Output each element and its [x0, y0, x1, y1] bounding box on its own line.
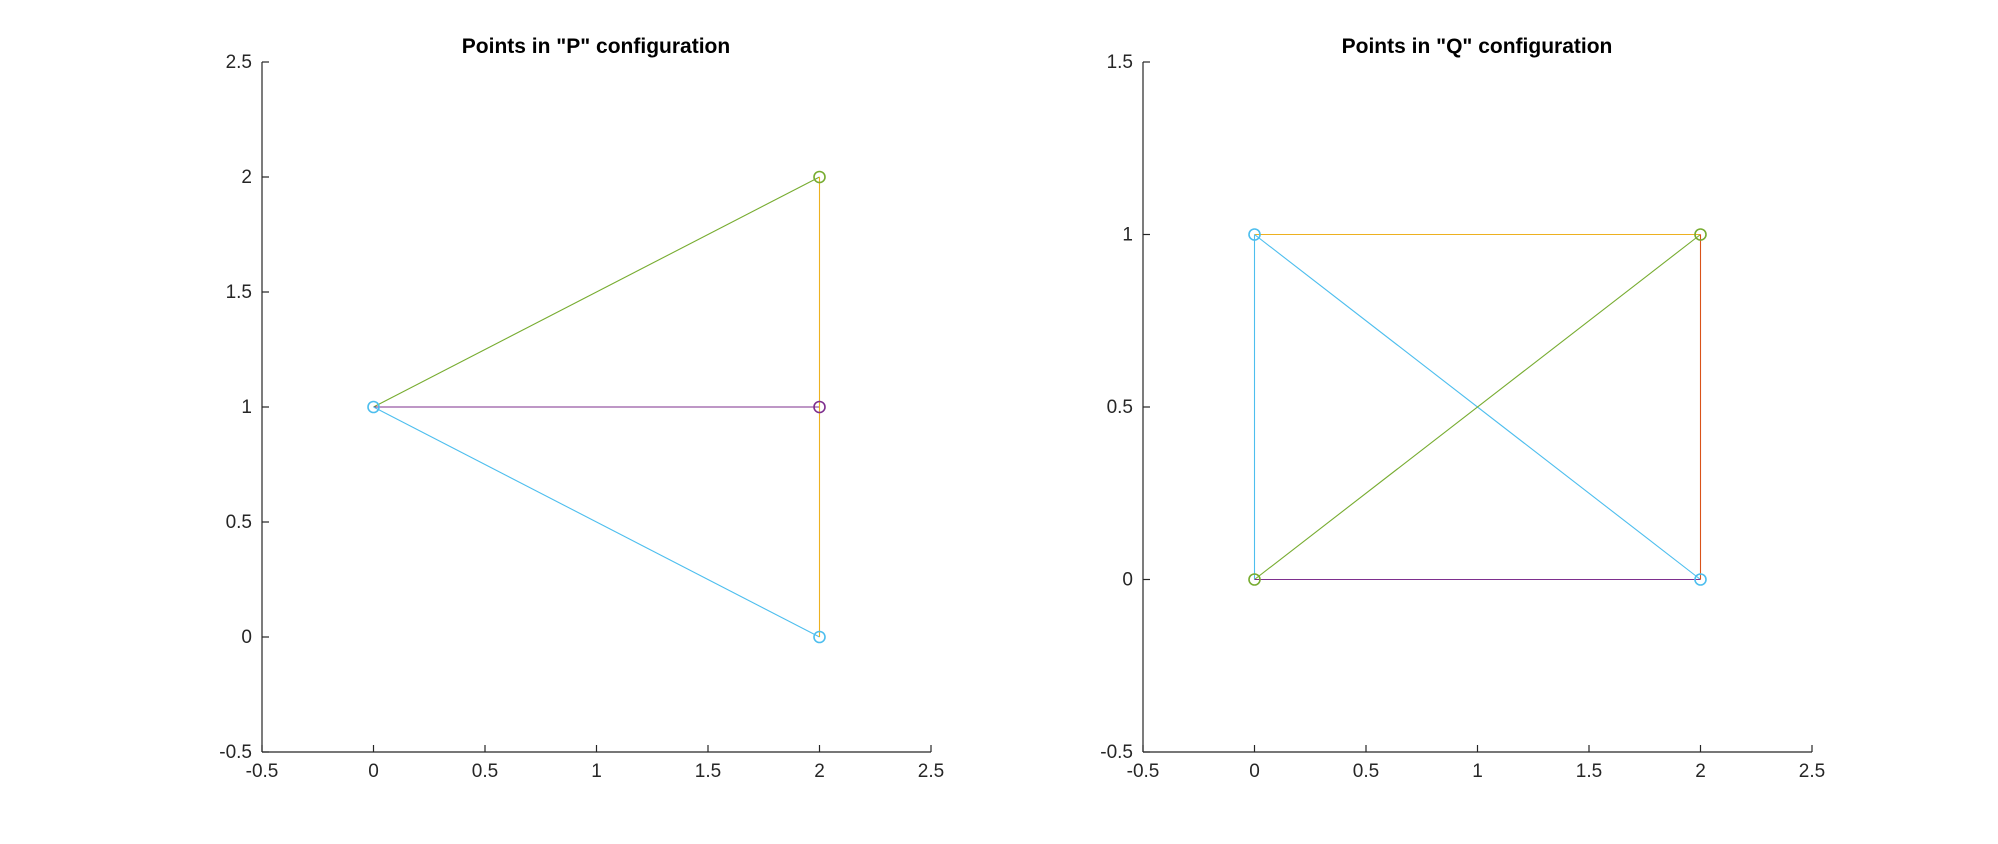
x-tick-label: 2.5 — [918, 761, 944, 782]
series-line-segment — [1254, 234, 1701, 580]
series-line-segment — [373, 176, 820, 408]
x-tick-label: 2.5 — [1799, 761, 1825, 782]
data-point-marker — [1248, 228, 1261, 241]
y-tick-label: 1.5 — [1107, 52, 1133, 73]
data-point-marker — [1694, 573, 1707, 586]
data-point-marker — [813, 400, 826, 414]
y-tick-label: -0.5 — [219, 742, 252, 763]
x-tick-label: 1 — [1472, 761, 1483, 782]
axes-p-configuration: Points in "P" configuration -0.5 0 0.5 1 1.5… — [219, 35, 944, 782]
data-point-marker — [813, 170, 826, 184]
axes-q-configuration: Points in "Q" configuration -0.5 0 0.5 1 1.5… — [1100, 35, 1825, 782]
x-tick-label: 1 — [591, 761, 602, 782]
y-tick-label: -0.5 — [1100, 742, 1133, 763]
x-tick-label: 0 — [368, 761, 379, 782]
chart-marks — [367, 170, 826, 644]
data-point-marker — [1248, 573, 1261, 586]
y-tick-label: 1 — [241, 397, 252, 418]
x-tick-label: 0.5 — [472, 761, 498, 782]
y-tick-label: 0.5 — [1107, 397, 1133, 418]
y-axis-ticks: -0.5 0 0.5 1 1.5 — [1100, 52, 1150, 763]
y-axis-ticks: -0.5 0 0.5 1 1.5 2 2.5 — [219, 52, 269, 763]
chart-marks — [1248, 228, 1707, 586]
x-tick-label: -0.5 — [246, 761, 279, 782]
y-tick-label: 2 — [241, 167, 252, 188]
chart-title: Points in "P" configuration — [462, 35, 730, 58]
y-tick-label: 1.5 — [226, 282, 252, 303]
data-point-marker — [367, 400, 380, 414]
series-line-segment — [373, 406, 820, 638]
x-tick-label: 1.5 — [695, 761, 721, 782]
data-point-marker — [813, 630, 826, 644]
x-tick-label: 0.5 — [1353, 761, 1379, 782]
x-tick-label: 1.5 — [1576, 761, 1602, 782]
x-axis-ticks: -0.5 0 0.5 1 1.5 2 2.5 — [1127, 745, 1825, 782]
data-point-marker — [1694, 228, 1707, 241]
y-tick-label: 0 — [241, 627, 252, 648]
x-tick-label: 2 — [1695, 761, 1706, 782]
y-tick-label: 2.5 — [226, 52, 252, 73]
y-tick-label: 1 — [1122, 225, 1133, 246]
x-axis-ticks: -0.5 0 0.5 1 1.5 2 2.5 — [246, 745, 944, 782]
chart-title: Points in "Q" configuration — [1342, 35, 1613, 58]
y-tick-label: 0 — [1122, 570, 1133, 591]
x-tick-label: -0.5 — [1127, 761, 1160, 782]
x-tick-label: 0 — [1249, 761, 1260, 782]
x-tick-label: 2 — [814, 761, 825, 782]
y-tick-label: 0.5 — [226, 512, 252, 533]
